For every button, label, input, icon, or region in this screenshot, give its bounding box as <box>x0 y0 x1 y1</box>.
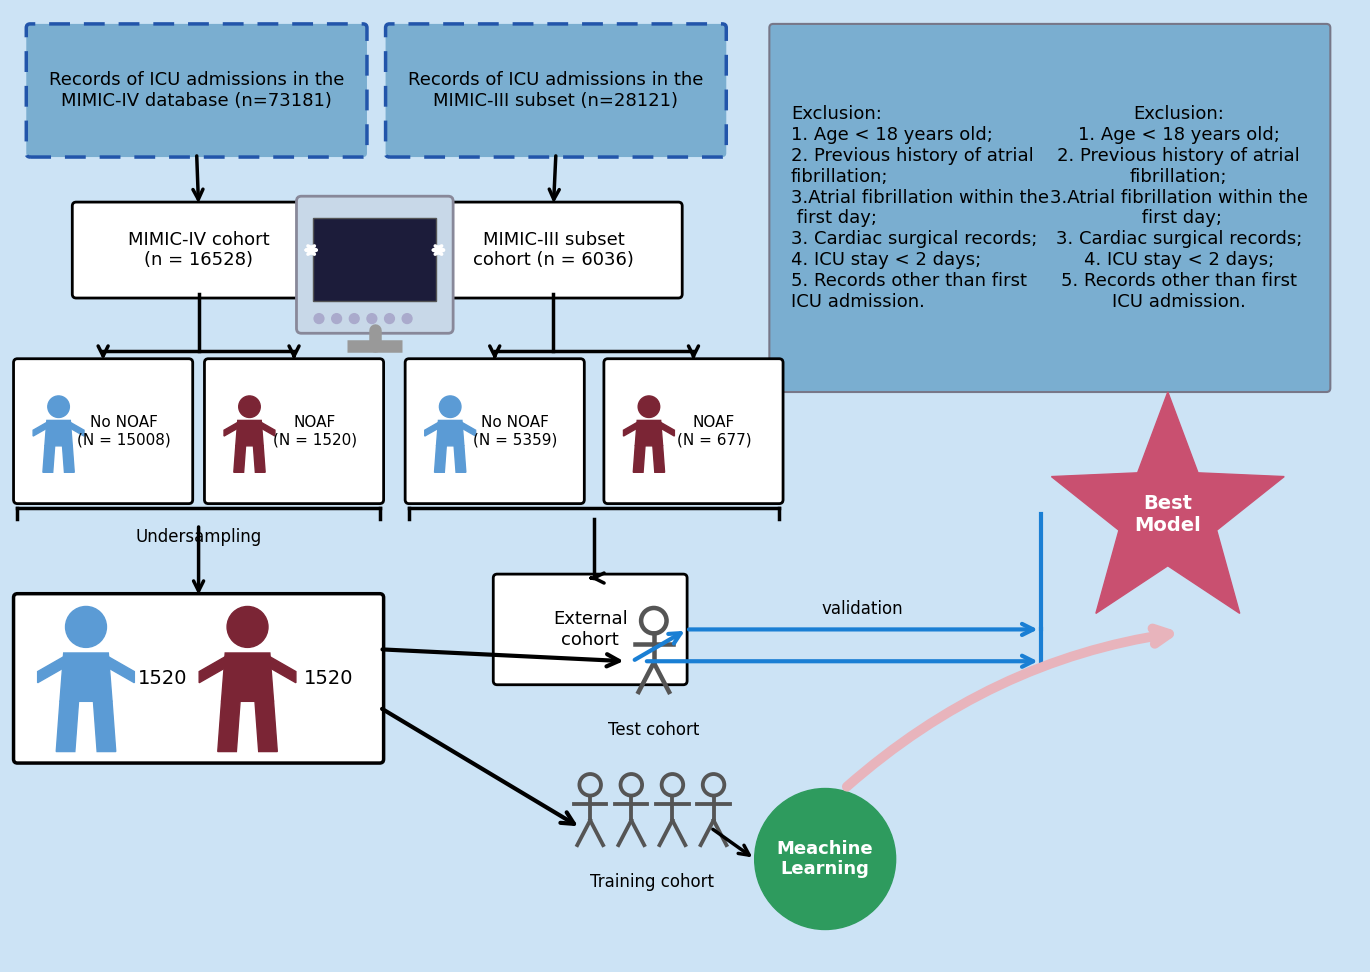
Polygon shape <box>462 423 475 436</box>
FancyBboxPatch shape <box>493 574 688 684</box>
Polygon shape <box>70 423 84 436</box>
Circle shape <box>367 314 377 324</box>
Text: Records of ICU admissions in the
MIMIC-IV database (n=73181): Records of ICU admissions in the MIMIC-I… <box>49 71 344 110</box>
Polygon shape <box>93 702 115 751</box>
Text: Exclusion:
1. Age < 18 years old;
2. Previous history of atrial
fibrillation;
3.: Exclusion: 1. Age < 18 years old; 2. Pre… <box>1049 105 1308 311</box>
Polygon shape <box>60 653 112 702</box>
Polygon shape <box>660 423 674 436</box>
Polygon shape <box>45 421 73 446</box>
FancyBboxPatch shape <box>385 24 726 157</box>
Text: Records of ICU admissions in the
MIMIC-III subset (n=28121): Records of ICU admissions in the MIMIC-I… <box>408 71 704 110</box>
Circle shape <box>349 314 359 324</box>
Circle shape <box>403 314 412 324</box>
Polygon shape <box>236 421 263 446</box>
Polygon shape <box>253 446 266 472</box>
Polygon shape <box>225 423 238 436</box>
Polygon shape <box>434 446 447 472</box>
Text: NOAF
(N = 1520): NOAF (N = 1520) <box>273 415 356 447</box>
Text: No NOAF
(N = 5359): No NOAF (N = 5359) <box>473 415 558 447</box>
Polygon shape <box>234 446 245 472</box>
FancyBboxPatch shape <box>314 218 437 301</box>
Polygon shape <box>222 653 274 702</box>
Circle shape <box>440 396 460 417</box>
Polygon shape <box>633 446 645 472</box>
Polygon shape <box>63 446 74 472</box>
Polygon shape <box>33 423 47 436</box>
FancyBboxPatch shape <box>73 202 325 298</box>
Text: MIMIC-IV cohort
(n = 16528): MIMIC-IV cohort (n = 16528) <box>127 230 270 269</box>
Text: Training cohort: Training cohort <box>590 873 714 890</box>
Polygon shape <box>199 657 225 682</box>
Polygon shape <box>108 657 134 682</box>
Polygon shape <box>37 657 63 682</box>
Circle shape <box>755 788 896 929</box>
FancyBboxPatch shape <box>770 24 1330 392</box>
Text: Undersampling: Undersampling <box>136 528 262 546</box>
Polygon shape <box>218 702 240 751</box>
Text: 1520: 1520 <box>304 669 353 688</box>
Polygon shape <box>453 446 466 472</box>
FancyBboxPatch shape <box>26 24 367 157</box>
Text: 1520: 1520 <box>137 669 188 688</box>
Polygon shape <box>262 423 275 436</box>
Text: Meachine
Learning: Meachine Learning <box>777 840 874 879</box>
Text: validation: validation <box>821 600 903 617</box>
Text: Best
Model: Best Model <box>1134 494 1201 535</box>
Polygon shape <box>270 657 296 682</box>
Polygon shape <box>437 421 464 446</box>
FancyBboxPatch shape <box>425 202 682 298</box>
Circle shape <box>238 396 260 417</box>
Polygon shape <box>623 423 637 436</box>
Polygon shape <box>42 446 55 472</box>
Polygon shape <box>653 446 664 472</box>
Circle shape <box>66 607 107 647</box>
Polygon shape <box>255 702 277 751</box>
Text: MIMIC-III subset
cohort (n = 6036): MIMIC-III subset cohort (n = 6036) <box>473 230 634 269</box>
Circle shape <box>227 607 269 647</box>
Polygon shape <box>425 423 438 436</box>
Circle shape <box>638 396 660 417</box>
FancyBboxPatch shape <box>14 359 193 503</box>
Polygon shape <box>56 702 78 751</box>
Circle shape <box>48 396 70 417</box>
Text: Exclusion:
1. Age < 18 years old;
2. Previous history of atrial
fibrillation;
3.: Exclusion: 1. Age < 18 years old; 2. Pre… <box>790 105 1049 311</box>
FancyBboxPatch shape <box>296 196 453 333</box>
FancyBboxPatch shape <box>604 359 784 503</box>
FancyBboxPatch shape <box>406 359 585 503</box>
Polygon shape <box>636 421 663 446</box>
FancyBboxPatch shape <box>204 359 384 503</box>
Text: Test cohort: Test cohort <box>608 721 700 739</box>
Text: NOAF
(N = 677): NOAF (N = 677) <box>677 415 751 447</box>
Text: No NOAF
(N = 15008): No NOAF (N = 15008) <box>77 415 170 447</box>
FancyBboxPatch shape <box>14 594 384 763</box>
Polygon shape <box>1051 392 1284 613</box>
Circle shape <box>385 314 395 324</box>
Text: External
cohort: External cohort <box>553 610 627 649</box>
Circle shape <box>314 314 323 324</box>
Circle shape <box>332 314 341 324</box>
